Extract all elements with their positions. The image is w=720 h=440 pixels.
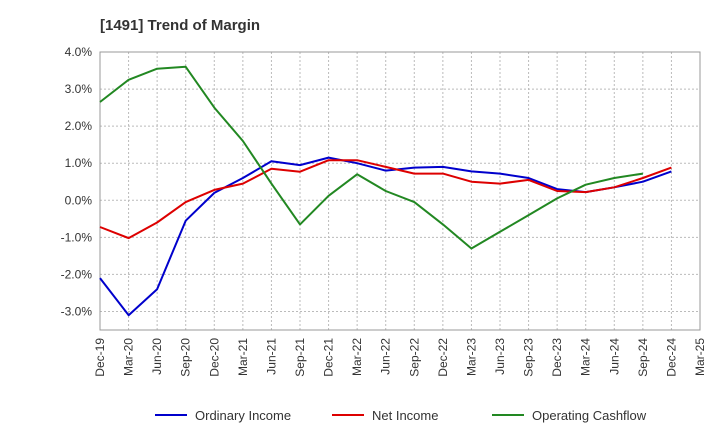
chart-title: [1491] Trend of Margin — [100, 17, 260, 34]
legend: Ordinary Income Net Income Operating Cashf… — [155, 408, 647, 423]
y-tick-label: 4.0% — [65, 45, 93, 59]
x-tick-label: Mar-22 — [350, 338, 364, 376]
x-tick-label: Sep-23 — [522, 338, 536, 377]
legend-label: Ordinary Income — [195, 408, 291, 423]
x-tick-label: Jun-20 — [150, 338, 164, 375]
legend-label: Net Income — [372, 408, 438, 423]
plot-frame — [99, 51, 701, 331]
x-tick-label: Mar-21 — [236, 338, 250, 376]
x-axis: Dec-19 Mar-20 Jun-20 Sep-20 Dec-20 Mar-21 Jun-… — [93, 338, 707, 377]
y-tick-label: -1.0% — [61, 230, 93, 244]
x-tick-label: Dec-22 — [436, 338, 450, 377]
legend-label: Operating Cashflow — [532, 408, 647, 423]
x-tick-label: Dec-20 — [207, 338, 221, 377]
x-tick-label: Sep-20 — [179, 338, 193, 377]
series-line-operating-cashflow — [99, 65, 644, 250]
x-tick-label: Sep-24 — [636, 338, 650, 377]
y-tick-label: 2.0% — [65, 119, 93, 133]
x-tick-label: Sep-21 — [293, 338, 307, 377]
x-tick-label: Jun-22 — [379, 338, 393, 375]
y-tick-label: -3.0% — [61, 304, 93, 318]
grid — [100, 51, 700, 330]
x-tick-label: Dec-23 — [550, 338, 564, 377]
x-tick-label: Dec-24 — [664, 338, 678, 377]
y-axis: 4.0% 3.0% 2.0% 1.0% 0.0% -1.0% -2.0% -3.0% — [61, 45, 93, 318]
series-lines — [99, 65, 672, 317]
x-tick-label: Jun-21 — [264, 338, 278, 375]
x-tick-label: Jun-24 — [607, 338, 621, 375]
y-tick-label: 0.0% — [65, 193, 93, 207]
x-tick-label: Mar-20 — [122, 338, 136, 376]
y-tick-label: 1.0% — [65, 156, 93, 170]
y-tick-label: -2.0% — [61, 267, 93, 281]
x-tick-label: Dec-21 — [322, 338, 336, 377]
x-tick-label: Dec-19 — [93, 338, 107, 377]
x-tick-label: Jun-23 — [493, 338, 507, 375]
series-line-net-income — [99, 159, 672, 240]
x-tick-label: Mar-25 — [693, 338, 707, 376]
x-tick-label: Sep-22 — [407, 338, 421, 377]
y-tick-label: 3.0% — [65, 82, 93, 96]
x-tick-label: Mar-23 — [464, 338, 478, 376]
x-tick-label: Mar-24 — [579, 338, 593, 376]
